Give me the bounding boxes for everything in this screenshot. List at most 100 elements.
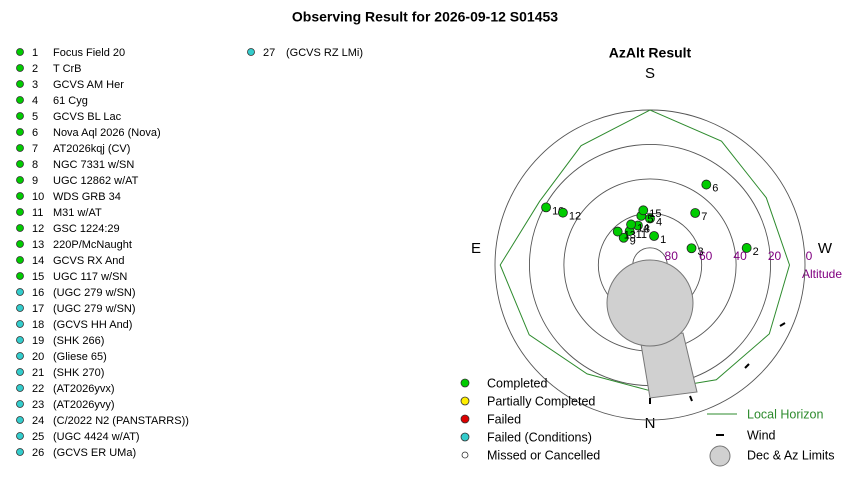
target-number: 19: [32, 335, 44, 347]
target-name: UGC 117 w/SN: [53, 271, 127, 283]
status-dot: [16, 240, 24, 248]
target-name: (GCVS HH And): [53, 319, 132, 331]
dir-north: N: [645, 415, 656, 432]
status-dot: [16, 320, 24, 328]
altitude-tick-label: 0: [806, 249, 813, 263]
status-dot: [247, 48, 255, 56]
target-name: Nova Aql 2026 (Nova): [53, 127, 161, 139]
target-number: 6: [32, 127, 38, 139]
target-number: 16: [32, 287, 44, 299]
target-name: (UGC 279 w/SN): [53, 287, 136, 299]
legend-limits: [709, 445, 731, 467]
status-dot: [16, 336, 24, 344]
legend-label: Wind: [747, 428, 776, 442]
target-name: GCVS BL Lac: [53, 111, 122, 123]
wind-marks: [649, 322, 786, 404]
target-point: [649, 231, 659, 241]
legend-label: Failed: [487, 412, 521, 426]
target-name: 61 Cyg: [53, 95, 88, 107]
status-dot: [16, 416, 24, 424]
point-label: 11: [636, 229, 647, 241]
target-name: GCVS RX And: [53, 255, 125, 267]
target-number: 18: [32, 319, 44, 331]
status-dot: [16, 304, 24, 312]
target-name: (AT2026yvx): [53, 383, 115, 395]
target-name: (Gliese 65): [53, 351, 107, 363]
point-label: 15: [649, 208, 661, 220]
target-number: 20: [32, 351, 44, 363]
target-name: WDS GRB 34: [53, 191, 121, 203]
status-dot: [16, 176, 24, 184]
target-name: (SHK 266): [53, 335, 104, 347]
status-dot: [16, 192, 24, 200]
point-label: 12: [569, 211, 581, 223]
local-horizon: [499, 109, 791, 392]
wind-mark: [779, 322, 786, 327]
target-number: 8: [32, 159, 38, 171]
target-number: 12: [32, 223, 44, 235]
target-name: (GCVS RZ LMi): [286, 47, 363, 59]
point-label: 9: [630, 236, 636, 248]
status-dot: [16, 224, 24, 232]
target-name: UGC 12862 w/AT: [53, 175, 139, 187]
status-dot: [16, 64, 24, 72]
point-label: 1: [660, 234, 666, 246]
target-point: [618, 232, 629, 243]
target-number: 10: [32, 191, 44, 203]
target-number: 11: [32, 207, 43, 219]
target-number: 4: [32, 95, 38, 107]
target-number: 5: [32, 111, 38, 123]
point-label: 8: [644, 223, 650, 235]
target-number: 14: [32, 255, 44, 267]
target-point: [686, 243, 697, 254]
legend-label: Missed or Cancelled: [487, 448, 600, 462]
point-label: 3: [698, 246, 704, 258]
point-label: 4: [656, 216, 662, 228]
target-number: 2: [32, 63, 38, 75]
status-dot: [16, 144, 24, 152]
legend-label: Failed (Conditions): [487, 430, 592, 444]
plot-title: AzAlt Result: [609, 45, 692, 61]
wind-mark: [689, 395, 693, 402]
target-number: 26: [32, 447, 44, 459]
status-dot: [16, 400, 24, 408]
target-number: 27: [263, 47, 275, 59]
status-dot: [16, 80, 24, 88]
target-number: 22: [32, 383, 44, 395]
status-dot: [16, 352, 24, 360]
target-name: (GCVS ER UMa): [53, 447, 136, 459]
legend-label: Partially Completed: [487, 394, 595, 408]
target-point: [612, 226, 623, 237]
target-number: 21: [32, 367, 44, 379]
limit-circle: [606, 259, 694, 347]
target-point: [541, 202, 551, 213]
target-point: [558, 207, 568, 218]
target-name: (SHK 270): [53, 367, 104, 379]
point-label: 14: [637, 222, 649, 234]
target-name: GCVS AM Her: [53, 79, 124, 91]
title: Observing Result for 2026-09-12 S01453: [292, 9, 558, 25]
dir-west: W: [818, 240, 833, 257]
target-number: 23: [32, 399, 44, 411]
dir-south: S: [645, 65, 655, 82]
legend-dot: [460, 432, 470, 442]
target-name: M31 w/AT: [53, 207, 102, 219]
legend-dot: [460, 396, 470, 406]
status-dot: [16, 112, 24, 120]
altitude-tick-label: 40: [733, 249, 747, 263]
target-name: GSC 1224:29: [53, 223, 120, 235]
point-label: 6: [712, 182, 718, 194]
point-label: 7: [701, 211, 707, 223]
altitude-tick-label: 80: [665, 249, 679, 263]
target-name: NGC 7331 w/SN: [53, 159, 134, 171]
status-dot: [16, 368, 24, 376]
altitude-label: Altitude: [802, 267, 842, 281]
target-point: [701, 179, 712, 190]
dec-az-limits: [606, 259, 698, 399]
target-name: (AT2026yvy): [53, 399, 115, 411]
legend-label: Local Horizon: [747, 407, 823, 421]
target-name: (UGC 279 w/SN): [53, 303, 136, 315]
target-name: Focus Field 20: [53, 47, 125, 59]
point-label: 13: [624, 229, 636, 241]
target-number: 3: [32, 79, 38, 91]
